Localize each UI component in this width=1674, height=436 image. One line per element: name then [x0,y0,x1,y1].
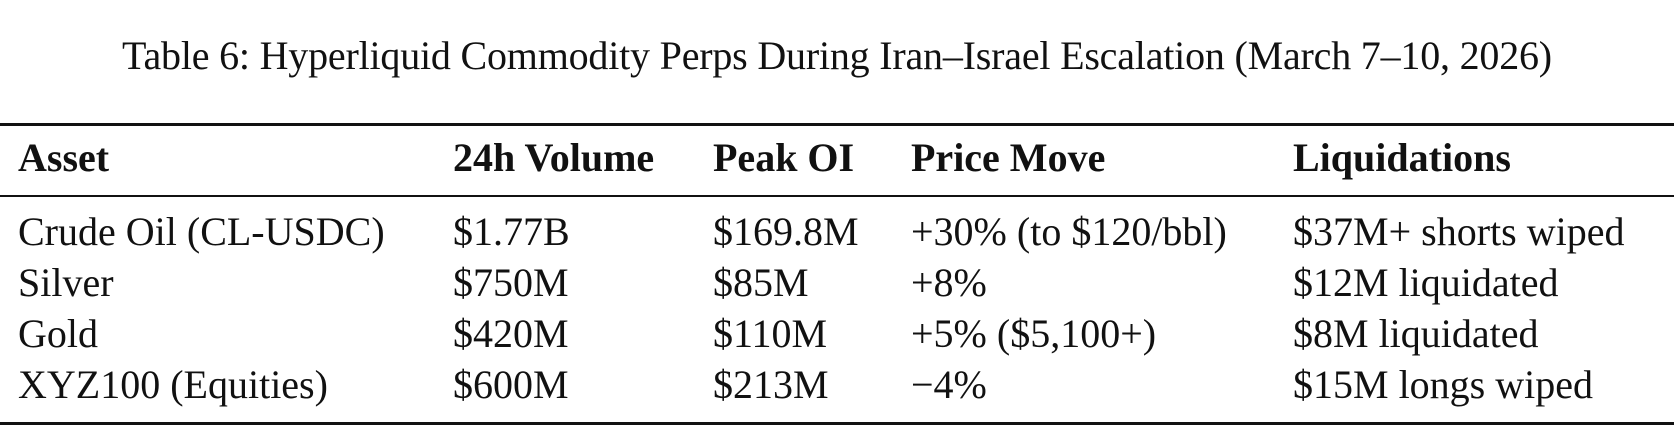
cell-price-move: −4% [911,362,987,407]
header-peak-oi: Peak OI [713,135,855,180]
cell-price-move: +5% ($5,100+) [911,311,1157,356]
header-liquidations: Liquidations [1293,135,1511,180]
cell-asset: Silver [18,260,114,305]
header-24h-volume: 24h Volume [453,135,655,180]
cell-24h-volume: $420M [453,311,569,356]
cell-liquidations: $37M+ shorts wiped [1293,209,1625,254]
cell-asset: Gold [18,311,98,356]
cell-price-move: +8% [911,260,987,305]
cell-24h-volume: $750M [453,260,569,305]
cell-24h-volume: $600M [453,362,569,407]
table-caption: Table 6: Hyperliquid Commodity Perps Dur… [122,33,1552,78]
table-bottom-rule [0,422,1674,425]
header-price-move: Price Move [911,135,1106,180]
cell-price-move: +30% (to $120/bbl) [911,209,1227,254]
table-top-rule [0,123,1674,126]
cell-24h-volume: $1.77B [453,209,570,254]
cell-asset: Crude Oil (CL-USDC) [18,209,385,254]
cell-peak-oi: $110M [713,311,828,356]
header-asset: Asset [18,135,110,180]
cell-peak-oi: $213M [713,362,829,407]
cell-peak-oi: $169.8M [713,209,859,254]
cell-asset: XYZ100 (Equities) [18,362,328,407]
cell-liquidations: $8M liquidated [1293,311,1539,356]
cell-liquidations: $15M longs wiped [1293,362,1593,407]
table-header-rule [0,195,1674,197]
cell-peak-oi: $85M [713,260,809,305]
cell-liquidations: $12M liquidated [1293,260,1559,305]
